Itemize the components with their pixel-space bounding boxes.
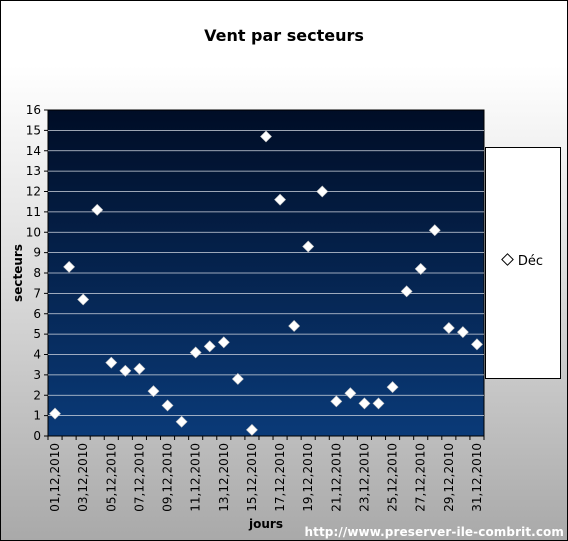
y-tick-label: 0 — [33, 429, 41, 443]
data-point — [442, 322, 455, 334]
legend: Déc — [485, 147, 561, 379]
x-tick-label: 23,12,2010 — [357, 443, 371, 512]
x-tick-label: 03,12,2010 — [76, 443, 90, 512]
y-axis-title: secteurs — [11, 244, 25, 302]
data-point — [77, 293, 90, 306]
y-tick-label: 5 — [33, 327, 41, 341]
x-tick-label: 15,12,2010 — [245, 443, 259, 512]
y-tick-label: 11 — [26, 205, 41, 219]
data-point — [49, 407, 61, 420]
legend-label: Déc — [517, 254, 544, 269]
data-point — [63, 260, 76, 273]
y-tick-label: 7 — [33, 286, 41, 300]
x-axis-ticks: 01,12,2010 03,12,2010 05,12,2010 07,12,2010… — [47, 436, 485, 512]
x-tick-label: 17,12,2010 — [273, 443, 287, 512]
data-point — [358, 397, 371, 410]
data-point — [288, 320, 301, 332]
data-point — [105, 356, 118, 369]
y-tick-label: 4 — [33, 348, 41, 362]
data-point — [428, 224, 441, 237]
y-tick-label: 9 — [33, 246, 41, 260]
data-point — [189, 346, 202, 359]
y-tick-label: 14 — [26, 144, 41, 158]
data-point — [400, 285, 413, 298]
data-point — [91, 203, 104, 216]
x-tick-label: 05,12,2010 — [104, 443, 118, 512]
x-axis-title: jours — [248, 517, 283, 531]
x-tick-label: 25,12,2010 — [386, 443, 400, 512]
x-tick-label: 13,12,2010 — [217, 443, 231, 512]
data-points — [49, 130, 483, 436]
x-tick-label: 07,12,2010 — [132, 443, 146, 512]
data-point — [344, 387, 357, 400]
y-tick-label: 3 — [33, 368, 41, 382]
y-tick-label: 6 — [33, 307, 41, 321]
data-point — [386, 381, 399, 394]
data-point — [316, 185, 329, 198]
x-tick-label: 19,12,2010 — [301, 443, 315, 512]
y-tick-label: 13 — [26, 164, 41, 178]
chart-title: Vent par secteurs — [204, 26, 364, 45]
data-point — [330, 395, 343, 408]
y-tick-label: 1 — [33, 409, 41, 423]
data-point — [260, 130, 272, 143]
data-point — [119, 364, 132, 377]
x-tick-label: 11,12,2010 — [189, 443, 203, 512]
y-tick-label: 12 — [26, 185, 41, 199]
y-tick-label: 8 — [33, 266, 41, 280]
x-tick-label: 01,12,2010 — [48, 443, 62, 512]
diamond-marker-icon — [501, 253, 514, 266]
source-url: http://www.preserver-ile-combrit.com — [304, 525, 564, 539]
data-point — [175, 415, 188, 428]
y-tick-label: 15 — [26, 123, 41, 137]
data-point — [133, 362, 146, 375]
data-point — [471, 338, 483, 351]
x-tick-label: 31,12,2010 — [470, 443, 484, 512]
y-tick-label: 2 — [33, 388, 41, 402]
x-tick-label: 29,12,2010 — [442, 443, 456, 512]
data-point — [203, 340, 216, 353]
x-tick-label: 27,12,2010 — [414, 443, 428, 512]
x-tick-label: 09,12,2010 — [161, 443, 175, 512]
data-point — [372, 397, 385, 410]
gridlines — [48, 129, 484, 417]
data-point — [246, 423, 258, 436]
y-tick-label: 10 — [26, 225, 41, 239]
data-point — [456, 326, 469, 339]
data-point — [302, 240, 315, 253]
y-tick-label: 16 — [26, 103, 41, 117]
data-point — [231, 373, 244, 385]
data-point — [274, 193, 286, 206]
data-point — [217, 336, 230, 349]
data-point — [161, 399, 174, 412]
x-tick-label: 21,12,2010 — [329, 443, 343, 512]
legend-entry: Déc — [486, 253, 560, 269]
data-point — [147, 385, 160, 398]
data-point — [414, 263, 427, 275]
